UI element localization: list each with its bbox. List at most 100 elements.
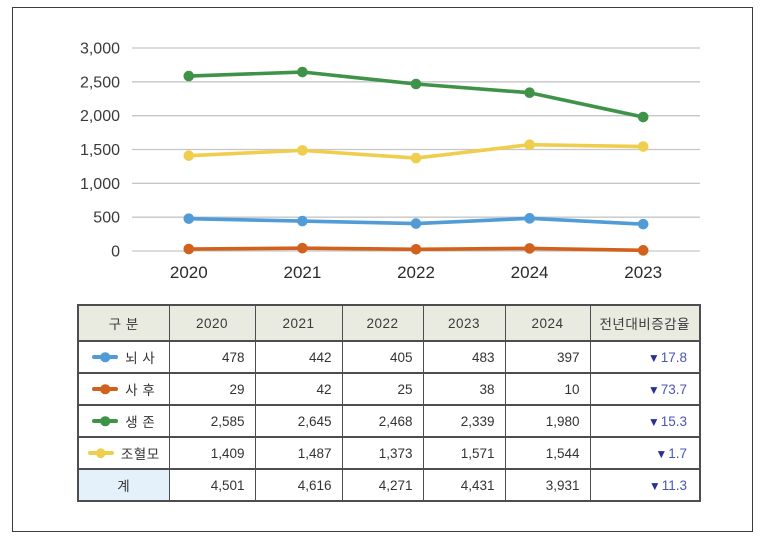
value-cell: 29: [168, 372, 256, 406]
data-point-사후: [183, 243, 195, 255]
row-label: 조혈모: [120, 447, 160, 462]
value-cell: 478: [168, 340, 256, 374]
data-point-생존: [297, 66, 308, 78]
change-rate-cell: ▼1.7: [589, 436, 701, 470]
y-tick-label: 0: [111, 244, 120, 261]
legend-dot-icon: [96, 448, 106, 458]
value-cell: 1,409: [168, 436, 256, 470]
value-cell: 4,616: [254, 468, 343, 502]
table-col-header: 2024: [504, 304, 591, 342]
value-cell: 2,585: [168, 404, 256, 438]
data-point-뇌사: [297, 215, 308, 227]
data-point-뇌사: [524, 213, 535, 224]
value-cell: 4,431: [422, 468, 506, 502]
y-tick-label: 1,500: [80, 142, 120, 159]
data-point-생존: [410, 78, 422, 90]
legend-dot-icon: [100, 352, 110, 362]
value-cell: 442: [254, 340, 343, 374]
table-col-header: 2023: [422, 304, 506, 342]
row-label: 뇌 사: [125, 351, 156, 366]
row-label: 생 존: [125, 415, 156, 430]
table-col-header: 구 분: [77, 304, 170, 342]
row-label-cell: 생 존: [77, 404, 170, 438]
table-row: 생 존 2,585 2,645 2,468 2,339 1,980 ▼15.3: [77, 404, 701, 438]
table-col-header: 2021: [254, 304, 343, 342]
change-rate-value: 11.3: [661, 477, 687, 493]
value-cell: 4,271: [341, 468, 424, 502]
table-header: 구 분 2020 2021 2022 2023 2024 전년대비증감율: [77, 304, 701, 342]
y-tick-label: 500: [93, 210, 120, 227]
down-triangle-icon: ▼: [655, 446, 668, 461]
value-cell: 25: [341, 372, 424, 406]
row-label-cell: 사 후: [77, 372, 170, 406]
y-tick-label: 2,000: [80, 108, 120, 125]
x-tick-label: 2022: [397, 263, 435, 282]
data-point-생존: [183, 70, 195, 82]
change-rate-value: 73.7: [660, 381, 687, 397]
data-point-조혈모: [524, 139, 535, 150]
y-tick-label: 1,000: [80, 176, 120, 193]
table-col-header: 전년대비증감율: [589, 304, 701, 342]
legend-line-marker-icon: [92, 416, 119, 426]
data-point-사후: [637, 245, 649, 256]
down-triangle-icon: ▼: [647, 414, 660, 429]
value-cell: 42: [254, 372, 343, 406]
value-cell: 1,980: [504, 404, 591, 438]
row-label: 계: [117, 479, 131, 494]
row-label-cell: 계: [77, 468, 170, 502]
value-cell: 10: [504, 372, 591, 406]
legend-line-marker-icon: [92, 384, 119, 394]
legend-dot-icon: [100, 416, 110, 426]
table-row: 계 4,501 4,616 4,271 4,431 3,931 ▼11.3: [77, 468, 701, 502]
change-rate-cell: ▼11.3: [589, 468, 701, 502]
change-rate-cell: ▼73.7: [589, 372, 701, 406]
data-point-사후: [297, 242, 308, 254]
legend-line-marker-icon: [87, 448, 114, 458]
change-rate-value: 15.3: [660, 413, 687, 429]
row-label-cell: 조혈모: [77, 436, 170, 470]
data-point-조혈모: [183, 150, 195, 161]
table-col-header: 2022: [341, 304, 424, 342]
data-point-뇌사: [183, 213, 195, 224]
value-cell: 405: [341, 340, 424, 374]
legend-dot-icon: [100, 384, 110, 394]
down-triangle-icon: ▼: [648, 478, 661, 493]
table-header-row: 구 분 2020 2021 2022 2023 2024 전년대비증감율: [77, 304, 701, 342]
x-tick-label: 2020: [170, 263, 208, 282]
summary-table: 구 분 2020 2021 2022 2023 2024 전년대비증감율 뇌 사 478 442…: [77, 304, 701, 502]
data-point-사후: [524, 243, 535, 254]
table-col-header: 2020: [168, 304, 256, 342]
data-point-조혈모: [297, 145, 308, 156]
data-point-사후: [410, 244, 422, 255]
change-rate-value: 1.7: [668, 445, 687, 461]
value-cell: 483: [422, 340, 506, 374]
table-body: 뇌 사 478 442 405 483 397 ▼17.8 사 후 29 42 25 38 10 ▼73.…: [77, 340, 701, 502]
down-triangle-icon: ▼: [647, 350, 660, 365]
x-tick-label: 2024: [511, 263, 549, 282]
value-cell: 4,501: [168, 468, 256, 502]
value-cell: 1,544: [504, 436, 591, 470]
data-point-생존: [637, 111, 649, 123]
x-tick-label: 2023: [624, 263, 662, 282]
y-tick-label: 3,000: [80, 41, 120, 58]
change-rate-cell: ▼15.3: [589, 404, 701, 438]
value-cell: 2,468: [341, 404, 424, 438]
value-cell: 2,339: [422, 404, 506, 438]
value-cell: 3,931: [504, 468, 591, 502]
x-tick-label: 2021: [283, 263, 321, 282]
row-label-cell: 뇌 사: [77, 340, 170, 374]
down-triangle-icon: ▼: [647, 382, 660, 397]
data-point-뇌사: [410, 218, 422, 229]
value-cell: 1,487: [254, 436, 343, 470]
value-cell: 38: [422, 372, 506, 406]
change-rate-cell: ▼17.8: [589, 340, 701, 374]
data-point-생존: [524, 87, 535, 99]
table-row: 사 후 29 42 25 38 10 ▼73.7: [77, 372, 701, 406]
legend-line-marker-icon: [92, 352, 119, 362]
row-label: 사 후: [125, 383, 156, 398]
change-rate-value: 17.8: [660, 349, 687, 365]
data-point-조혈모: [637, 141, 649, 152]
data-point-조혈모: [410, 152, 422, 164]
table-row: 뇌 사 478 442 405 483 397 ▼17.8: [77, 340, 701, 374]
table-row: 조혈모 1,409 1,487 1,373 1,571 1,544 ▼1.7: [77, 436, 701, 470]
